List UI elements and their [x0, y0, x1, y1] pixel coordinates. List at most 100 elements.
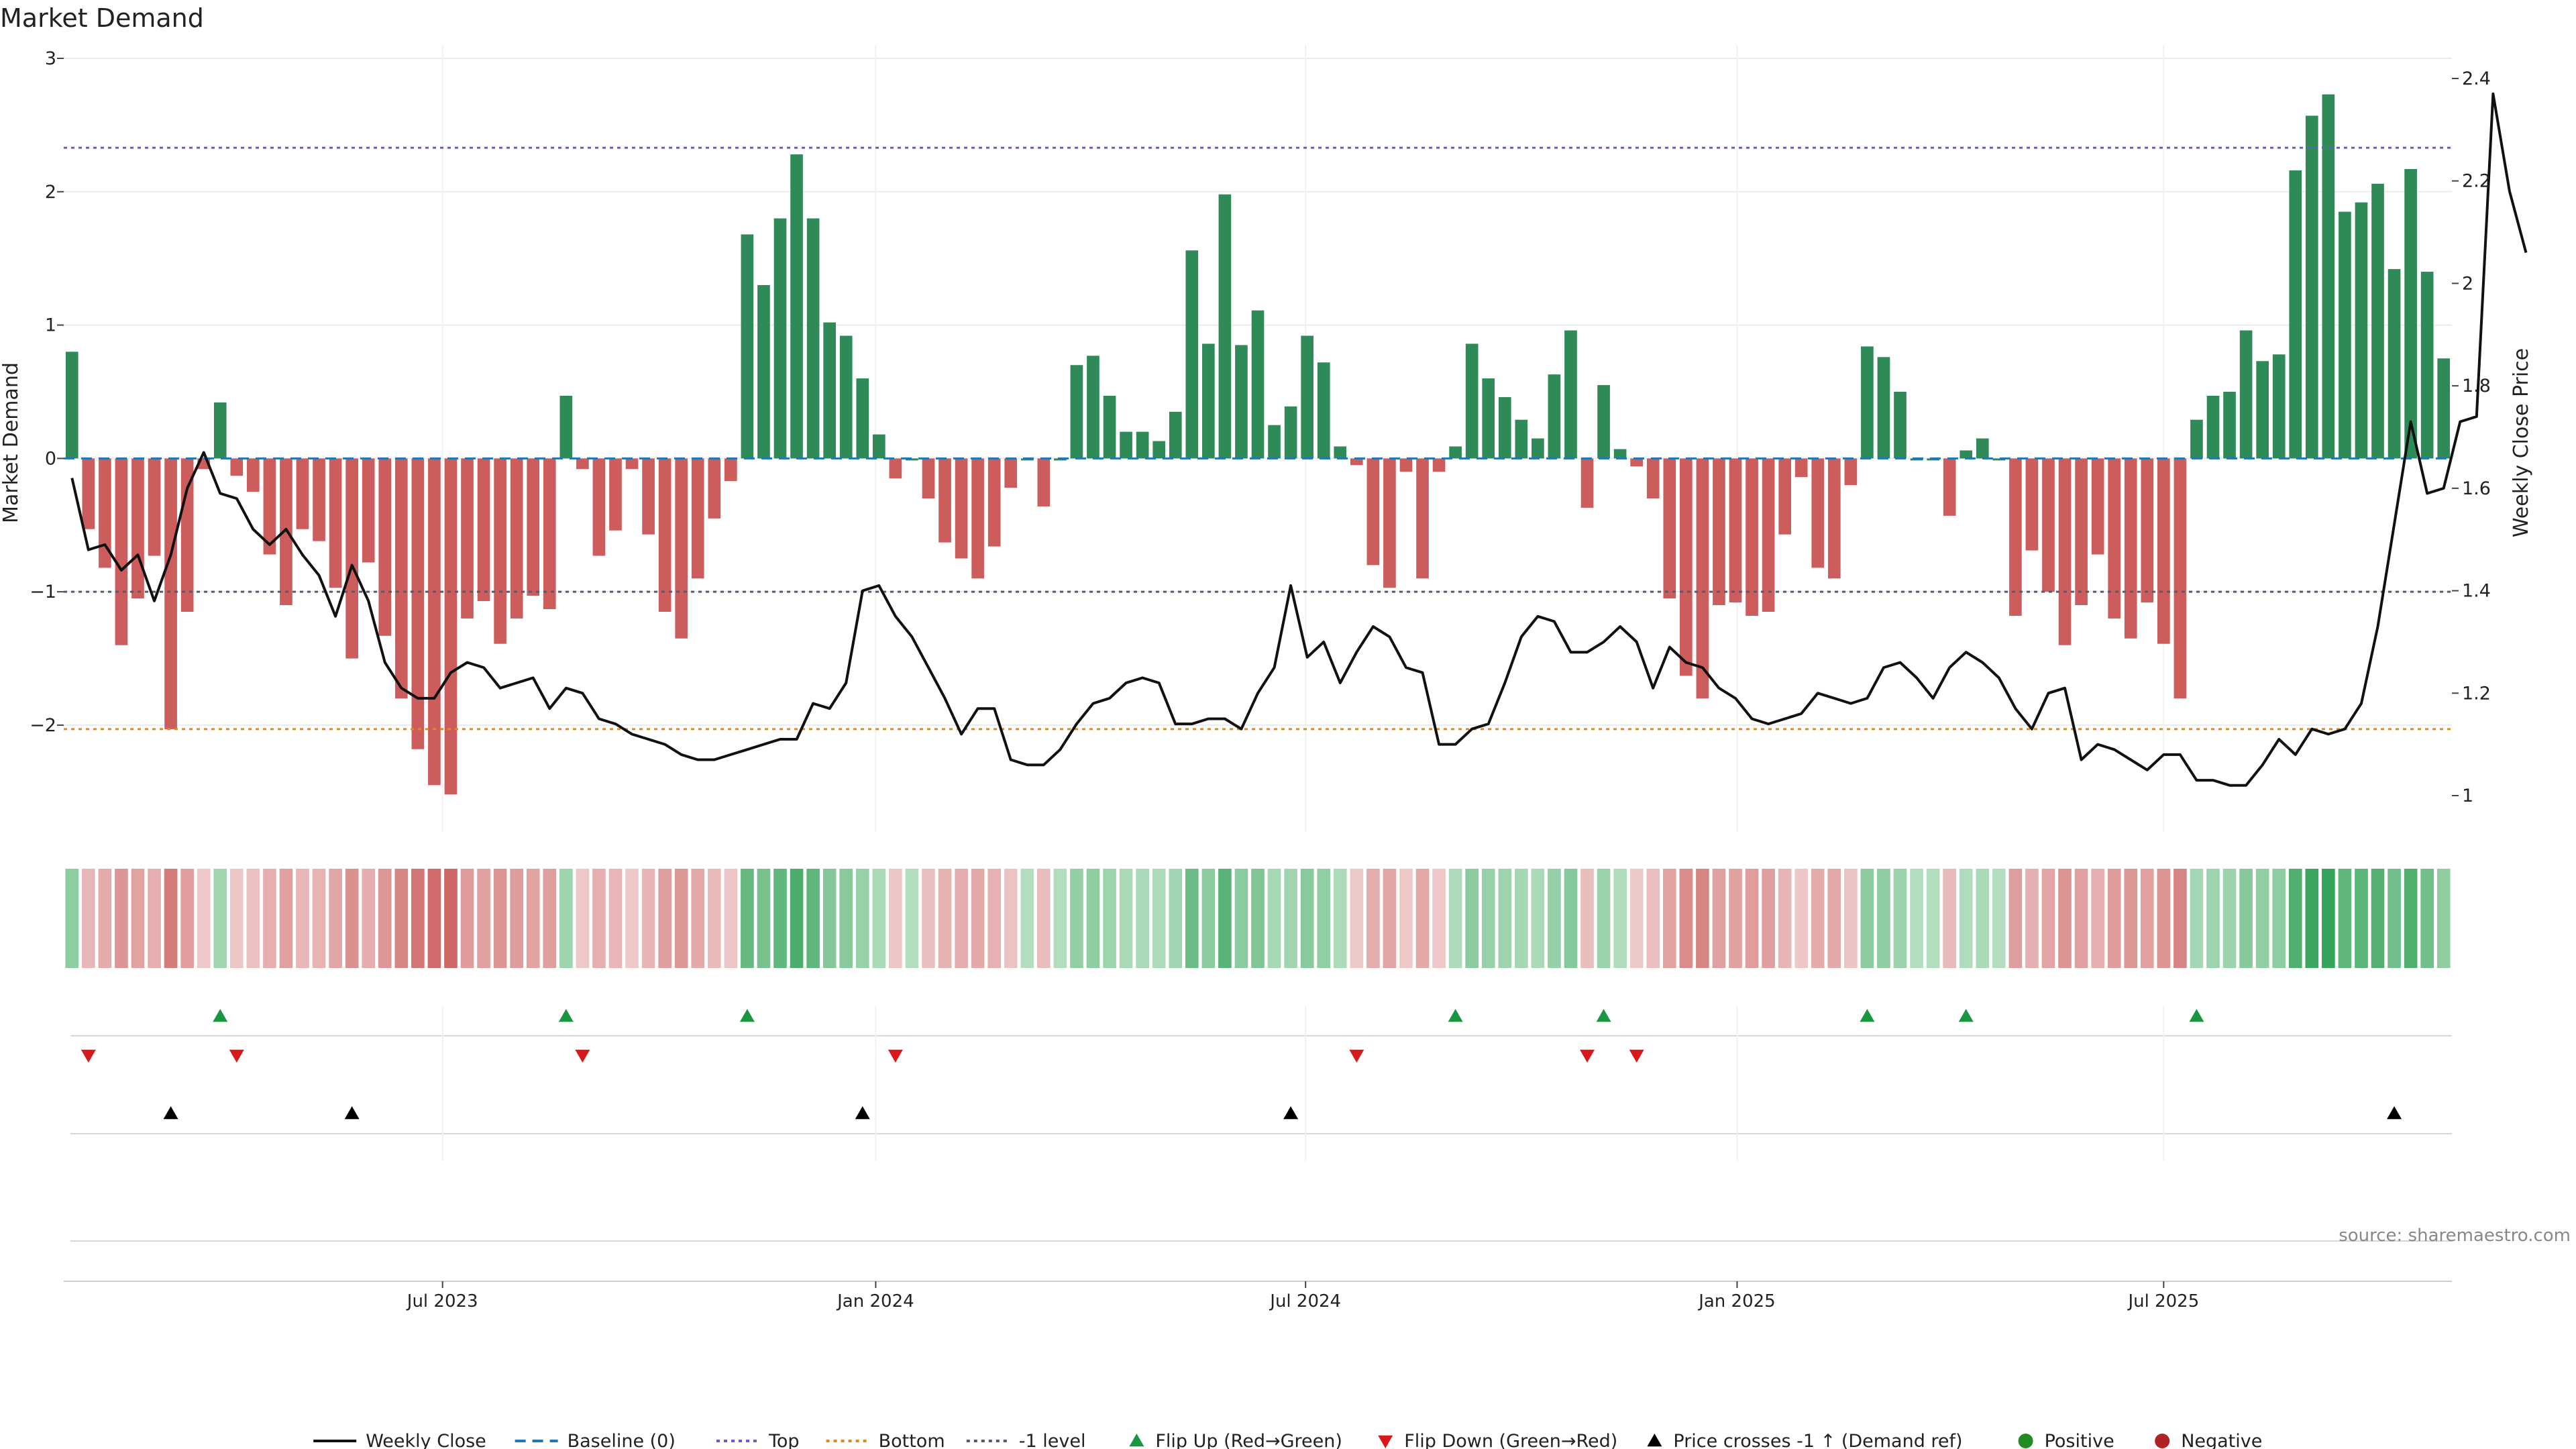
price-cross-marker: [2387, 1106, 2402, 1120]
demand-bar: [1794, 458, 1808, 478]
flip-down-marker: [888, 1049, 903, 1063]
heat-cell: [82, 869, 95, 968]
demand-bar: [675, 458, 688, 639]
heat-cell: [790, 869, 804, 968]
demand-bar: [1317, 362, 1330, 459]
demand-bar: [1136, 431, 1149, 459]
heat-cell: [1860, 869, 1874, 968]
heat-cell: [1234, 869, 1248, 968]
heat-cell: [1712, 869, 1726, 968]
y2-tick-label: 1.6: [2462, 478, 2491, 499]
demand-bar: [2141, 458, 2154, 603]
heat-cell: [938, 869, 952, 968]
legend-label: Flip Up (Red→Green): [1155, 1431, 1342, 1449]
y-tick-label: 2: [45, 182, 56, 203]
reference-lines: [64, 146, 2452, 731]
demand-bar: [2420, 272, 2434, 459]
legend-label: Bottom: [879, 1431, 945, 1449]
heat-cell: [576, 869, 590, 968]
heat-cell: [1201, 869, 1216, 968]
heat-cell: [2272, 869, 2286, 968]
demand-bar: [213, 402, 227, 459]
heat-cell: [131, 869, 145, 968]
demand-bars: [65, 94, 2451, 795]
demand-bar: [1120, 431, 1132, 459]
demand-bar: [1152, 441, 1166, 459]
flip-down-marker: [1580, 1049, 1595, 1063]
demand-bar: [280, 458, 292, 606]
heat-cell: [1004, 869, 1018, 968]
heat-cell: [2387, 869, 2401, 968]
demand-bar: [889, 458, 902, 479]
price-cross-marker: [1283, 1106, 1299, 1120]
heat-cell: [839, 869, 853, 968]
demand-bar: [1103, 395, 1116, 459]
heat-cell: [1696, 869, 1709, 968]
heat-cell: [1827, 869, 1841, 968]
x-tick-label: Jul 2024: [1269, 1291, 1341, 1311]
heat-cell: [1383, 869, 1397, 968]
price-cross-marker: [344, 1106, 360, 1120]
heat-cell: [1366, 869, 1380, 968]
heat-cell: [592, 869, 606, 968]
heat-cell: [1267, 869, 1281, 968]
y-tick-label: 0: [45, 448, 56, 469]
heat-cell: [1152, 869, 1166, 968]
demand-bar: [691, 458, 704, 579]
demand-bar: [1713, 458, 1725, 606]
demand-bar: [839, 335, 853, 459]
heat-cell: [1794, 869, 1809, 968]
heat-cell: [345, 869, 359, 968]
heat-cell: [263, 869, 276, 968]
demand-bar: [724, 458, 737, 482]
demand-bar: [82, 458, 95, 529]
demand-bar: [823, 322, 836, 459]
heat-cell: [1844, 869, 1858, 968]
heat-cell: [2157, 869, 2171, 968]
heat-cell: [1811, 869, 1825, 968]
demand-bar: [2256, 361, 2269, 459]
demand-bar: [625, 458, 639, 470]
heat-cell: [2091, 869, 2104, 968]
demand-bar: [2009, 458, 2022, 616]
heat-cell: [378, 869, 392, 968]
demand-bar: [1218, 194, 1232, 459]
demand-bar: [1432, 458, 1446, 472]
heat-cell: [2305, 869, 2319, 968]
x-tick-label: Jan 2024: [836, 1291, 914, 1311]
demand-bar: [1696, 458, 1709, 699]
heat-cell: [2355, 869, 2368, 968]
demand-bar: [131, 458, 144, 599]
legend-label: -1 level: [1019, 1431, 1086, 1449]
legend-label: Top: [768, 1431, 800, 1449]
demand-bar: [609, 458, 622, 531]
heat-cell: [1992, 869, 2006, 968]
y2-tick-label: 1.8: [2462, 376, 2491, 396]
heat-cell: [180, 869, 194, 968]
heat-cell: [2255, 869, 2269, 968]
heat-cell: [905, 869, 919, 968]
y2-tick-label: 2.4: [2462, 68, 2491, 89]
heat-cell: [1515, 869, 1528, 968]
heat-cell: [148, 869, 161, 968]
heat-cell: [1300, 869, 1314, 968]
heat-cell: [1662, 869, 1676, 968]
demand-bar: [329, 458, 342, 588]
flip-up-marker: [1958, 1009, 1974, 1022]
heat-cell: [1284, 869, 1297, 968]
heat-cell: [658, 869, 672, 968]
heat-cell: [1729, 869, 1742, 968]
heat-cell: [2190, 869, 2204, 968]
heat-cell: [641, 869, 655, 968]
demand-bar: [164, 458, 177, 729]
demand-bar: [1284, 406, 1297, 459]
legend-swatch-triangle-up: [1647, 1434, 1662, 1447]
heat-cell: [724, 869, 738, 968]
flip-up-marker: [1596, 1009, 1611, 1022]
y2-tick-label: 2: [2462, 273, 2473, 294]
demand-bar: [872, 434, 885, 459]
demand-bar: [230, 458, 244, 476]
heat-cell: [329, 869, 342, 968]
